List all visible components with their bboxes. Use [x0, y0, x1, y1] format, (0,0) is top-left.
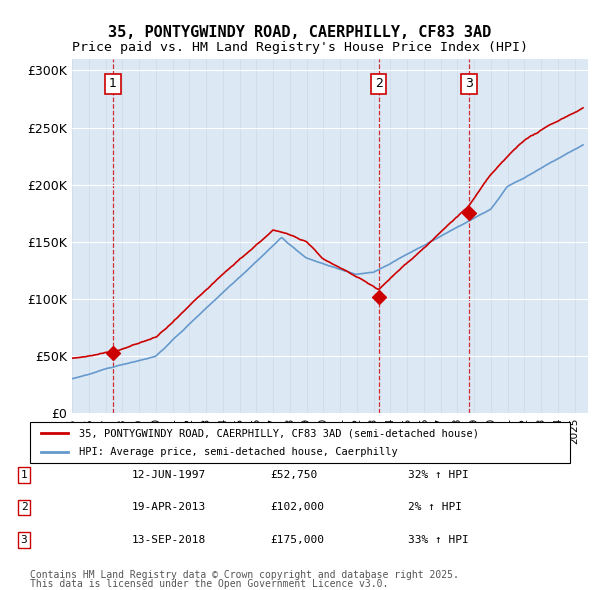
Text: 2: 2 — [20, 503, 28, 512]
Text: Price paid vs. HM Land Registry's House Price Index (HPI): Price paid vs. HM Land Registry's House … — [72, 41, 528, 54]
Text: 2: 2 — [374, 77, 383, 90]
FancyBboxPatch shape — [30, 422, 570, 463]
Text: 32% ↑ HPI: 32% ↑ HPI — [408, 470, 469, 480]
Text: 12-JUN-1997: 12-JUN-1997 — [132, 470, 206, 480]
Text: 19-APR-2013: 19-APR-2013 — [132, 503, 206, 512]
Text: 13-SEP-2018: 13-SEP-2018 — [132, 535, 206, 545]
Point — [108, 348, 118, 358]
Text: HPI: Average price, semi-detached house, Caerphilly: HPI: Average price, semi-detached house,… — [79, 447, 397, 457]
Text: 1: 1 — [109, 77, 117, 90]
Text: 3: 3 — [465, 77, 473, 90]
Point — [374, 292, 383, 301]
Text: £52,750: £52,750 — [270, 470, 317, 480]
Text: £102,000: £102,000 — [270, 503, 324, 512]
Text: 2% ↑ HPI: 2% ↑ HPI — [408, 503, 462, 512]
Text: £175,000: £175,000 — [270, 535, 324, 545]
Text: 35, PONTYGWINDY ROAD, CAERPHILLY, CF83 3AD: 35, PONTYGWINDY ROAD, CAERPHILLY, CF83 3… — [109, 25, 491, 40]
Text: This data is licensed under the Open Government Licence v3.0.: This data is licensed under the Open Gov… — [30, 579, 388, 589]
Text: 33% ↑ HPI: 33% ↑ HPI — [408, 535, 469, 545]
Text: 1: 1 — [20, 470, 28, 480]
Text: 35, PONTYGWINDY ROAD, CAERPHILLY, CF83 3AD (semi-detached house): 35, PONTYGWINDY ROAD, CAERPHILLY, CF83 3… — [79, 428, 479, 438]
Text: 3: 3 — [20, 535, 28, 545]
Point — [464, 208, 474, 218]
Text: Contains HM Land Registry data © Crown copyright and database right 2025.: Contains HM Land Registry data © Crown c… — [30, 571, 459, 580]
